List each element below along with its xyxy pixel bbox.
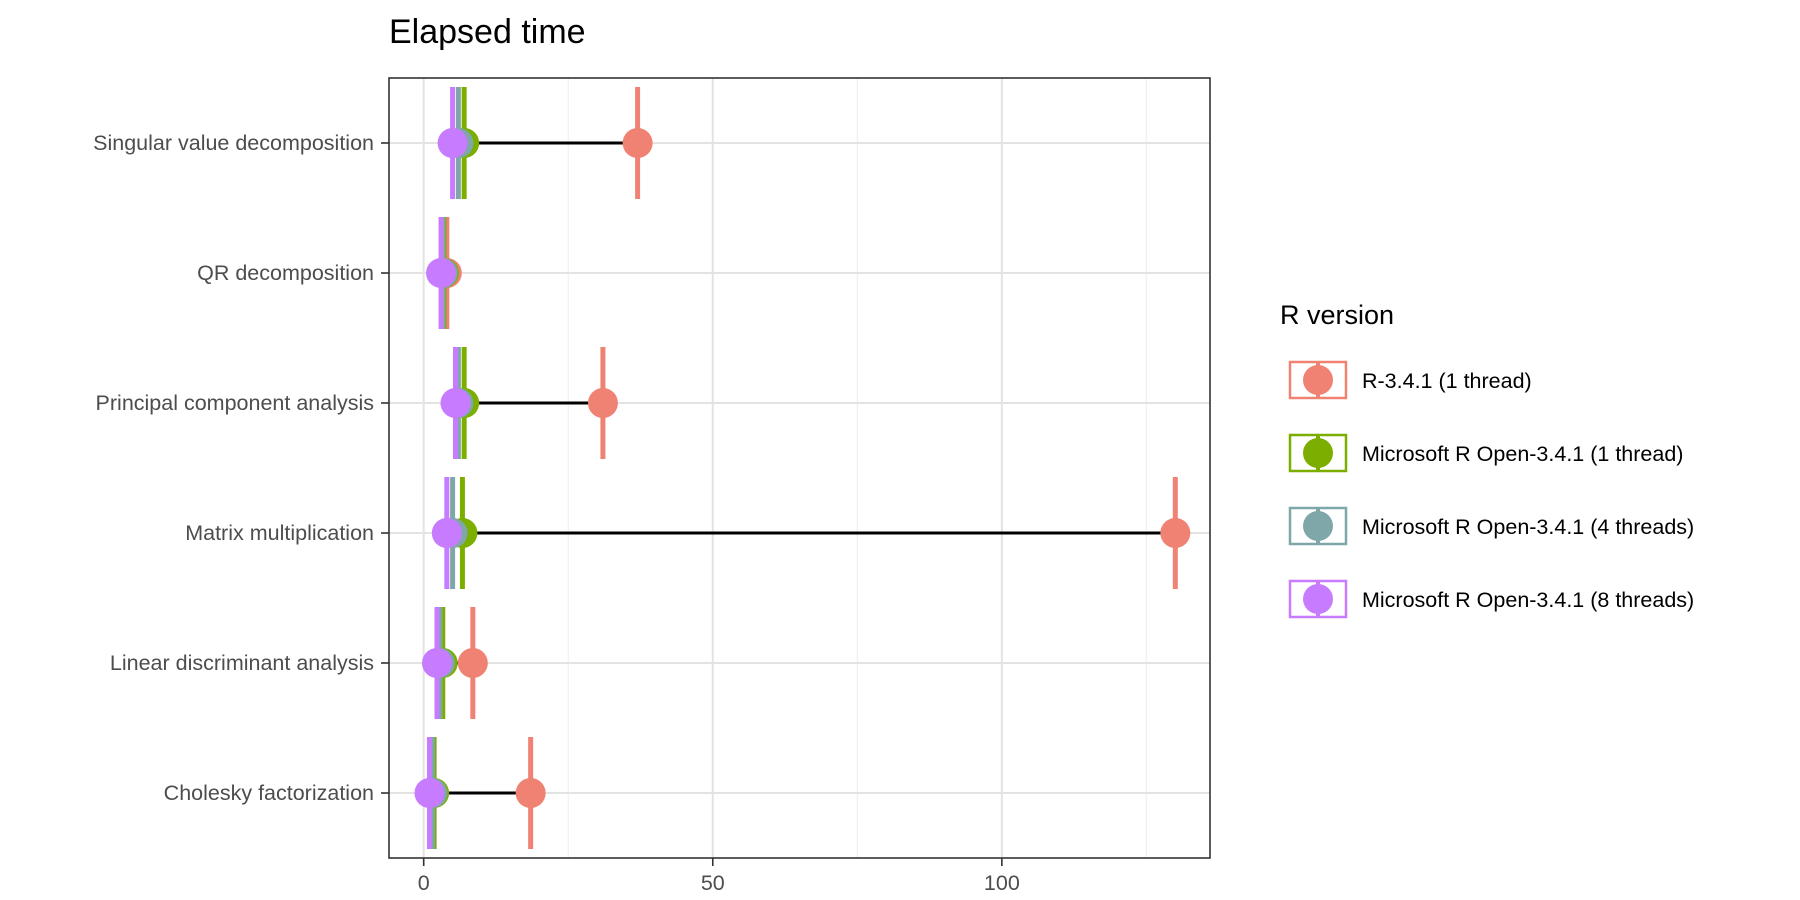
x-tick-label: 0 [418, 871, 430, 895]
y-tick-label: Cholesky factorization [164, 781, 374, 805]
chart-title: Elapsed time [389, 13, 586, 51]
data-point [1160, 518, 1191, 548]
y-tick-label: QR decomposition [197, 261, 374, 285]
data-point [426, 258, 457, 288]
legend-key-point [1303, 511, 1333, 541]
data-point [587, 388, 618, 418]
y-tick-label: Matrix multiplication [185, 521, 374, 545]
legend-key-point [1303, 584, 1333, 614]
legend-title: R version [1280, 300, 1394, 330]
legend-label: R-3.4.1 (1 thread) [1362, 369, 1532, 393]
legend-key-point [1303, 365, 1333, 395]
plot-background [389, 78, 1210, 858]
data-point [431, 518, 462, 548]
y-tick-label: Linear discriminant analysis [110, 651, 374, 675]
legend-label: Microsoft R Open-3.4.1 (4 threads) [1362, 515, 1694, 539]
legend-label: Microsoft R Open-3.4.1 (8 threads) [1362, 588, 1694, 612]
legend-key-point [1303, 438, 1333, 468]
data-point [622, 128, 653, 158]
plot-border [388, 77, 1211, 859]
plot-area: Singular value decomposition QR decomposi… [93, 77, 1211, 895]
legend: R version R-3.4.1 (1 thread) Microsoft R … [1280, 300, 1694, 619]
data-point [440, 388, 471, 418]
x-tick-label: 100 [984, 871, 1020, 895]
data-point [414, 778, 445, 808]
data-point [421, 648, 452, 678]
data-point [437, 128, 468, 158]
data-point [515, 778, 546, 808]
legend-label: Microsoft R Open-3.4.1 (1 thread) [1362, 442, 1683, 466]
data-point [457, 648, 488, 678]
x-tick-label: 50 [701, 871, 725, 895]
y-tick-label: Singular value decomposition [93, 131, 374, 155]
y-tick-label: Principal component analysis [96, 391, 374, 415]
